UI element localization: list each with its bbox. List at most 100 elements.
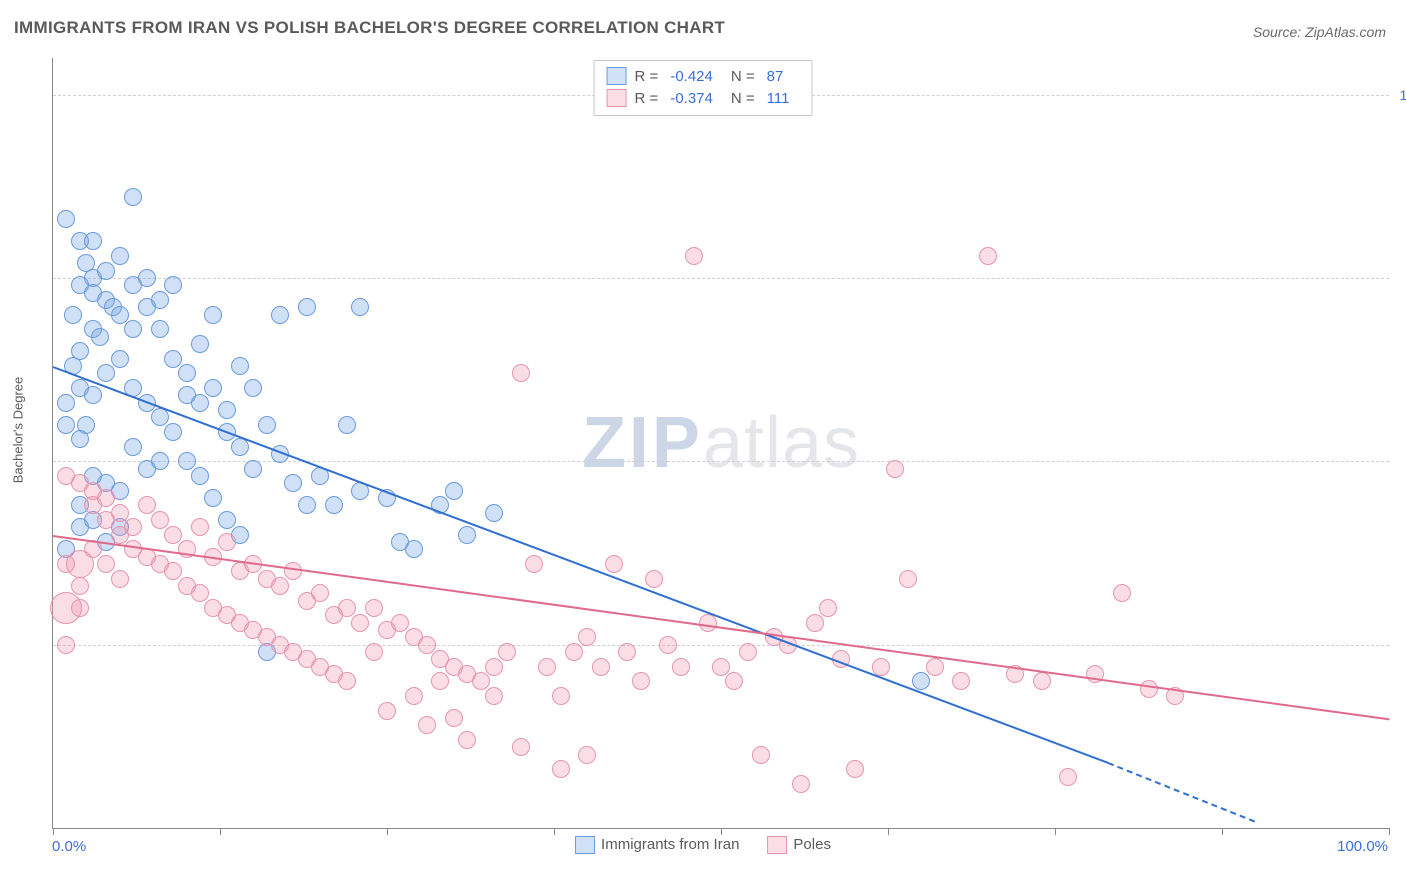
legend-r-label: R =: [635, 68, 659, 85]
scatter-point-iran: [218, 401, 236, 419]
legend-swatch: [767, 836, 787, 854]
scatter-point-poles: [57, 636, 75, 654]
scatter-point-poles: [498, 643, 516, 661]
legend-stats-row-poles: R =-0.374N =111: [607, 87, 800, 109]
scatter-point-iran: [97, 364, 115, 382]
x-axis-tick: [721, 828, 722, 835]
x-axis-tick: [1389, 828, 1390, 835]
scatter-point-iran: [271, 306, 289, 324]
scatter-plot-area: ZIPatlas 25.0%50.0%75.0%100.0%: [52, 58, 1389, 829]
scatter-point-iran: [325, 496, 343, 514]
scatter-point-poles: [338, 672, 356, 690]
scatter-point-poles: [712, 658, 730, 676]
scatter-point-poles: [552, 687, 570, 705]
scatter-point-poles: [97, 489, 115, 507]
scatter-point-poles: [97, 555, 115, 573]
scatter-point-poles: [338, 599, 356, 617]
scatter-point-poles: [445, 709, 463, 727]
scatter-point-poles: [578, 746, 596, 764]
legend-swatch: [607, 89, 627, 107]
scatter-point-poles: [979, 247, 997, 265]
x-axis-tick: [554, 828, 555, 835]
scatter-point-iran: [338, 416, 356, 434]
scatter-point-poles: [512, 364, 530, 382]
legend-series-label: Poles: [793, 836, 831, 853]
scatter-point-iran: [124, 320, 142, 338]
x-axis-tick: [888, 828, 889, 835]
scatter-point-poles: [351, 614, 369, 632]
gridline-horizontal: [53, 645, 1389, 646]
scatter-point-iran: [111, 247, 129, 265]
scatter-point-poles: [431, 672, 449, 690]
scatter-point-poles: [645, 570, 663, 588]
x-axis-tick: [1222, 828, 1223, 835]
scatter-point-poles: [618, 643, 636, 661]
scatter-point-iran: [351, 298, 369, 316]
scatter-point-poles: [819, 599, 837, 617]
legend-series: Immigrants from Iran Poles: [575, 836, 831, 854]
legend-n-value: 87: [767, 68, 784, 85]
scatter-point-poles: [111, 570, 129, 588]
x-axis-label-max: 100.0%: [1337, 838, 1388, 855]
legend-series-item-iran: Immigrants from Iran: [575, 836, 739, 854]
scatter-point-poles: [66, 550, 94, 578]
scatter-point-iran: [151, 320, 169, 338]
scatter-point-poles: [418, 716, 436, 734]
scatter-point-poles: [418, 636, 436, 654]
scatter-point-iran: [151, 408, 169, 426]
legend-r-value: -0.374: [670, 90, 713, 107]
scatter-point-poles: [164, 562, 182, 580]
scatter-point-iran: [178, 364, 196, 382]
scatter-point-poles: [218, 533, 236, 551]
scatter-point-poles: [191, 518, 209, 536]
legend-swatch: [575, 836, 595, 854]
watermark-zip: ZIP: [582, 403, 703, 483]
scatter-point-poles: [659, 636, 677, 654]
scatter-point-poles: [1059, 768, 1077, 786]
scatter-point-poles: [1140, 680, 1158, 698]
scatter-point-poles: [405, 687, 423, 705]
y-axis-title: Bachelor's Degree: [11, 377, 26, 484]
legend-r-label: R =: [635, 90, 659, 107]
scatter-point-poles: [632, 672, 650, 690]
scatter-point-iran: [298, 298, 316, 316]
scatter-point-poles: [71, 577, 89, 595]
scatter-point-poles: [164, 526, 182, 544]
scatter-point-iran: [57, 416, 75, 434]
scatter-point-poles: [565, 643, 583, 661]
watermark-atlas: atlas: [703, 403, 860, 483]
scatter-point-iran: [164, 276, 182, 294]
scatter-point-poles: [846, 760, 864, 778]
source-credit: Source: ZipAtlas.com: [1253, 24, 1386, 40]
chart-title: IMMIGRANTS FROM IRAN VS POLISH BACHELOR'…: [14, 18, 725, 38]
scatter-point-poles: [552, 760, 570, 778]
scatter-point-iran: [97, 262, 115, 280]
scatter-point-poles: [50, 592, 82, 624]
scatter-point-iran: [71, 276, 89, 294]
scatter-point-poles: [138, 496, 156, 514]
scatter-point-poles: [899, 570, 917, 588]
scatter-point-poles: [886, 460, 904, 478]
legend-n-label: N =: [731, 68, 755, 85]
scatter-point-iran: [124, 438, 142, 456]
scatter-point-poles: [472, 672, 490, 690]
scatter-point-poles: [592, 658, 610, 676]
scatter-point-poles: [365, 599, 383, 617]
scatter-point-iran: [485, 504, 503, 522]
y-axis-tick-label: 100.0%: [1400, 87, 1406, 103]
scatter-point-poles: [365, 643, 383, 661]
scatter-point-poles: [792, 775, 810, 793]
scatter-point-iran: [298, 496, 316, 514]
scatter-point-poles: [926, 658, 944, 676]
scatter-point-poles: [271, 577, 289, 595]
scatter-point-iran: [84, 232, 102, 250]
scatter-point-iran: [204, 489, 222, 507]
scatter-point-iran: [57, 394, 75, 412]
scatter-point-iran: [405, 540, 423, 558]
scatter-point-poles: [538, 658, 556, 676]
legend-swatch: [607, 67, 627, 85]
legend-series-item-poles: Poles: [767, 836, 831, 854]
scatter-point-poles: [605, 555, 623, 573]
scatter-point-poles: [872, 658, 890, 676]
scatter-point-poles: [311, 584, 329, 602]
